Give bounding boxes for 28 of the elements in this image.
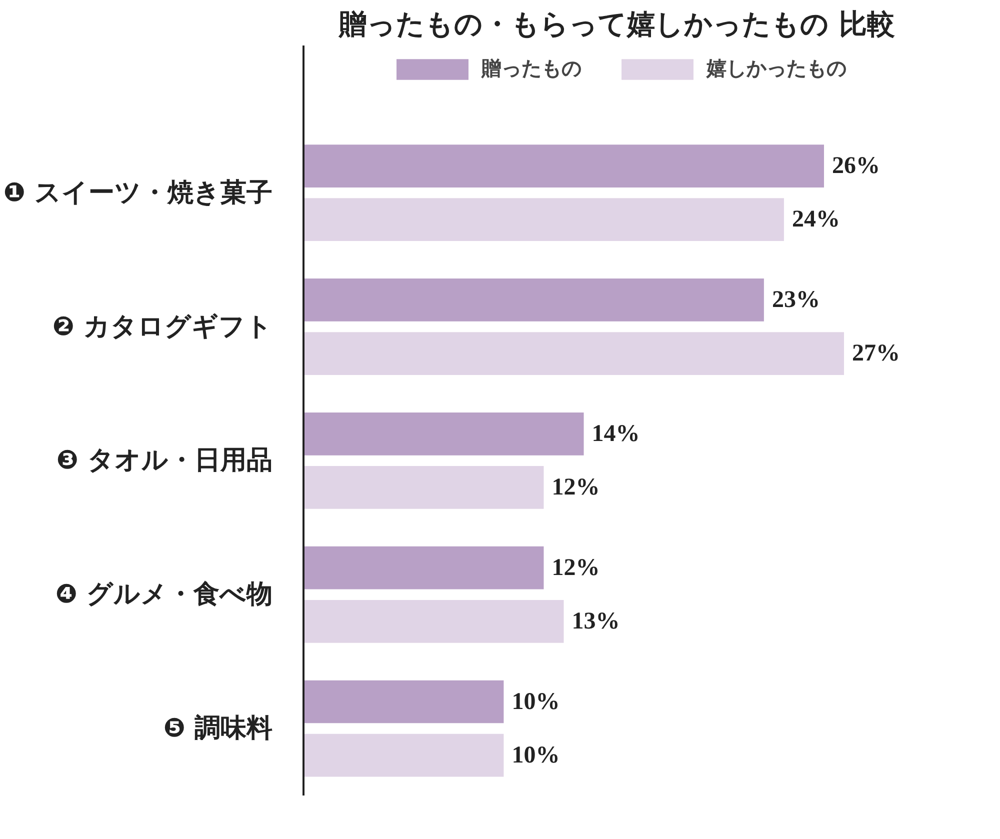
bar [304,466,544,509]
bar [304,734,504,777]
y-tick-label: ❺ 調味料 [163,714,273,744]
bar [304,546,544,590]
legend-label: 贈ったもの [482,55,582,82]
data-label: 13% [572,608,620,634]
bar [304,278,764,322]
y-tick-label: ❷ カタログギフト [52,312,273,342]
bar [304,600,564,643]
chart-title: 贈ったもの・もらって嬉しかったもの 比較 [338,8,896,40]
data-label: 24% [792,206,840,233]
bar [304,332,844,375]
data-label: 23% [772,286,820,313]
bar [304,412,584,456]
y-tick-label: ❸ タオル・日用品 [56,446,273,476]
data-label: 26% [832,153,880,180]
y-tick-label: ❶ スイーツ・焼き菓子 [3,178,273,208]
data-label: 14% [592,420,640,447]
data-label: 10% [512,688,560,715]
y-tick-label: ❹ グルメ・食べ物 [55,580,273,610]
data-label: 12% [552,474,600,500]
data-label: 12% [552,554,600,581]
legend-label: 嬉しかったもの [706,55,846,82]
bar [304,680,504,724]
data-label: 10% [512,742,560,768]
bar [304,198,784,242]
bar [304,144,824,188]
data-label: 27% [852,340,900,367]
